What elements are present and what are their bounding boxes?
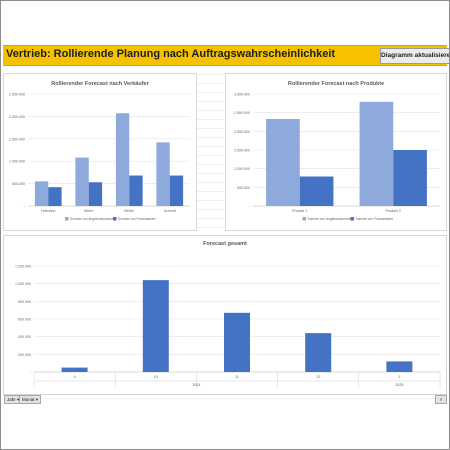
chart-card-products[interactable]: Rollierender Forecast nach Produkte - 500.…: [225, 73, 447, 231]
pivot-field-monat[interactable]: Monat ▾: [19, 395, 42, 404]
x-tick-label: 10: [154, 375, 158, 379]
update-chart-button[interactable]: Diagramm aktualisieren: [380, 48, 449, 64]
x-tick-label: 1: [398, 375, 400, 379]
bar: [75, 157, 89, 206]
y-tick-label: 2.500.000: [234, 111, 250, 115]
chart-sellers: Rollierender Forecast nach Verkäufer - 500…: [9, 81, 190, 221]
legend-label: Summe von Forecastwert: [356, 217, 394, 221]
y-tick-label: -: [24, 205, 26, 209]
legend-swatch: [350, 217, 354, 221]
x-tick-label: 12: [316, 375, 320, 379]
bar: [156, 142, 170, 206]
x-tick-label: Hofmann: [41, 209, 56, 213]
bar: [386, 361, 413, 372]
y-tick-label: 2.500.000: [9, 93, 25, 97]
chart-card-sellers[interactable]: Rollierender Forecast nach Verkäufer - 500…: [3, 73, 197, 231]
y-tick-label: 1.000.000: [234, 167, 250, 171]
legend-swatch: [113, 217, 117, 221]
bar: [142, 280, 169, 372]
chart-title: Forecast gesamt: [203, 241, 247, 247]
chart-card-total[interactable]: Forecast gesamt - 200.000 400.000 600.000 800…: [3, 235, 447, 395]
bar: [115, 113, 130, 206]
bar: [266, 119, 300, 206]
bar: [48, 187, 62, 206]
legend-label: Summe von Angebotssumme: [308, 217, 351, 221]
x-tick-label: Müller: [124, 209, 135, 213]
y-tick-label: 1.200.000: [15, 265, 31, 269]
bar: [129, 175, 143, 206]
y-tick-label: 600.000: [18, 318, 31, 322]
bar: [169, 175, 184, 206]
y-tick-label: 1.000.000: [15, 282, 31, 286]
y-tick-label: 1.000.000: [9, 160, 25, 164]
y-tick-label: 200.000: [18, 353, 31, 357]
bar: [359, 101, 394, 206]
y-tick-label: 2.000.000: [234, 130, 250, 134]
y-tick-label: 2.000.000: [9, 115, 25, 119]
x-tick-label: Produkt 2: [386, 209, 401, 213]
x-tick-label: Produkt 1: [292, 209, 307, 213]
chart-total: Forecast gesamt - 200.000 400.000 600.000 800…: [15, 241, 441, 388]
bar: [88, 182, 103, 206]
page-title: Vertrieb: Rollierende Planung nach Auftr…: [6, 48, 336, 60]
x-tick-label: Meier: [84, 209, 94, 213]
x-tick-label: 9: [74, 375, 76, 379]
x-tick-label: 11: [235, 375, 239, 379]
bar: [61, 367, 88, 372]
title-banner: Vertrieb: Rollierende Planung nach Auftr…: [3, 45, 449, 66]
y-tick-label: 500.000: [12, 182, 25, 186]
legend-label: Summe von Forecastwert: [118, 217, 156, 221]
y-tick-label: 1.500.000: [9, 137, 25, 141]
bar: [299, 176, 334, 206]
chart-title: Rollierender Forecast nach Verkäufer: [51, 81, 149, 87]
y-tick-label: -: [249, 205, 251, 209]
bar: [34, 181, 49, 206]
y-tick-label: 3.000.000: [234, 93, 250, 97]
y-tick-label: 400.000: [18, 335, 31, 339]
field-buttons-toggle-icon[interactable]: ▿: [435, 395, 447, 404]
bar: [393, 150, 427, 206]
pivot-field-jahr-label: Jahr: [7, 397, 16, 402]
x-tick-label: Schmitt: [164, 209, 176, 213]
bar: [305, 333, 332, 372]
y-tick-label: 500.000: [237, 186, 250, 190]
group-label: 2025: [395, 383, 403, 387]
y-tick-label: -: [30, 371, 32, 375]
legend-swatch: [65, 217, 69, 221]
legend-label: Summe von Angebotssumme: [70, 217, 113, 221]
chart-title: Rollierender Forecast nach Produkte: [288, 81, 384, 87]
bar: [224, 312, 250, 372]
pivot-field-monat-label: Monat: [22, 397, 35, 402]
chart-products: Rollierender Forecast nach Produkte - 500.…: [234, 81, 440, 221]
group-label: 2024: [192, 383, 200, 387]
y-tick-label: 800.000: [18, 300, 31, 304]
y-tick-label: 1.500.000: [234, 149, 250, 153]
legend-swatch: [302, 217, 306, 221]
